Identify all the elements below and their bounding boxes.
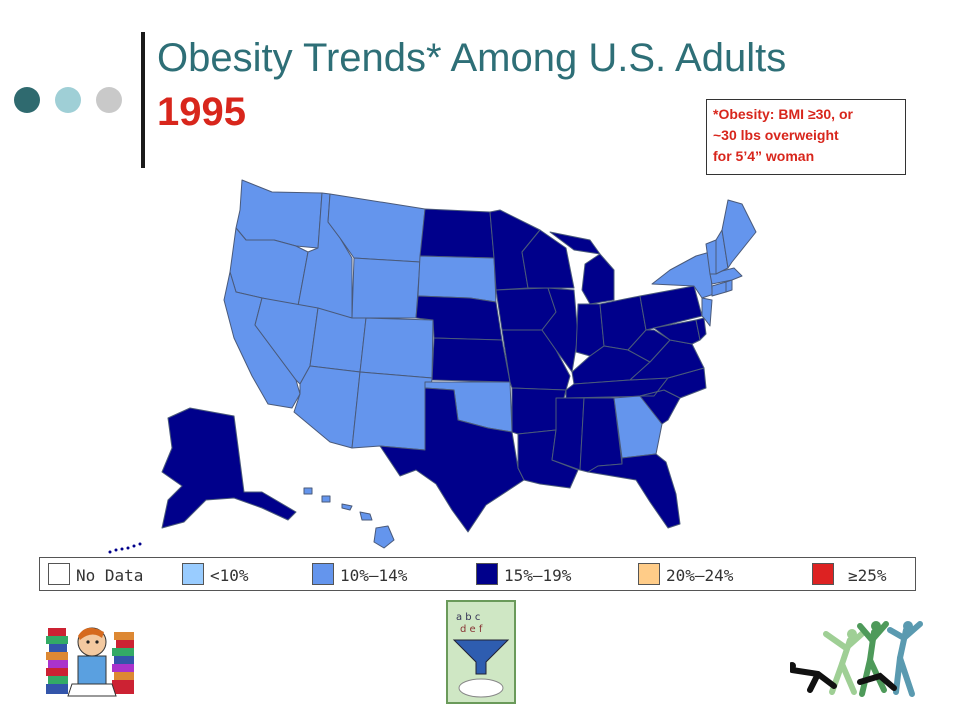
- state-CT: [711, 281, 727, 297]
- state-KS: [431, 337, 511, 383]
- aleutian-islands: [108, 542, 142, 554]
- state-WI: [521, 229, 575, 289]
- state-MS: [551, 397, 585, 471]
- note-line-3: for 5’4” woman: [713, 148, 815, 164]
- state-HI-molokai: [341, 503, 353, 511]
- state-NJ: [701, 297, 713, 327]
- map-legend: No Data <10% 10%–14% 15%–19% 20%–24% ≥25…: [39, 557, 916, 591]
- legend-swatch: [182, 563, 204, 585]
- obesity-definition-note: *Obesity: BMI ≥30, or ~30 lbs overweight…: [706, 99, 906, 175]
- legend-label: <10%: [210, 566, 249, 585]
- state-WA: [235, 179, 323, 249]
- state-CO: [359, 317, 434, 379]
- decorative-dots: [14, 87, 124, 115]
- state-PA: [639, 285, 703, 331]
- decor-dot-light: [55, 87, 81, 113]
- state-MI-upper: [549, 231, 601, 255]
- state-WY: [351, 257, 421, 319]
- legend-label: 10%–14%: [340, 566, 408, 585]
- state-ME: [721, 199, 757, 269]
- state-FL: [587, 453, 681, 529]
- state-MD: [653, 319, 701, 345]
- legend-swatch: [812, 563, 834, 585]
- legend-label: 15%–19%: [504, 566, 572, 585]
- state-HI-maui: [359, 511, 373, 521]
- student-reading-icon: [46, 627, 134, 697]
- state-NM: [351, 371, 433, 451]
- legend-swatch: [312, 563, 334, 585]
- state-SD: [417, 255, 497, 303]
- state-WV: [627, 329, 671, 363]
- note-line-1: *Obesity: BMI ≥30, or: [713, 106, 853, 122]
- state-UT: [309, 307, 367, 373]
- legend-swatch: [476, 563, 498, 585]
- state-ND: [419, 208, 495, 259]
- decor-dot-dark: [14, 87, 40, 113]
- slide-title: Obesity Trends* Among U.S. Adults: [157, 36, 787, 80]
- state-HI-kauai: [303, 487, 313, 495]
- legend-label: ≥25%: [848, 566, 887, 585]
- dancers-silhouette-icon: [790, 621, 923, 697]
- state-HI-oahu: [321, 495, 331, 503]
- state-AZ: [293, 365, 361, 449]
- state-GA: [613, 395, 663, 459]
- state-CA: [223, 271, 301, 409]
- legend-label: No Data: [76, 566, 144, 585]
- legend-label: 20%–24%: [666, 566, 734, 585]
- state-IL: [541, 287, 579, 373]
- state-TX: [379, 387, 525, 533]
- legend-swatch: [48, 563, 70, 585]
- state-MI: [581, 253, 615, 305]
- title-divider: [141, 32, 145, 168]
- state-IN: [575, 303, 605, 357]
- state-RI: [725, 279, 733, 293]
- state-AK: [161, 407, 297, 529]
- legend-swatch: [638, 563, 660, 585]
- decor-dot-gray: [96, 87, 122, 113]
- svg-text:d e f: d e f: [460, 624, 483, 635]
- note-line-2: ~30 lbs overweight: [713, 127, 839, 143]
- food-funnel-icon: a b c d e f: [446, 600, 516, 704]
- state-DE: [695, 317, 707, 341]
- slide-year: 1995: [157, 90, 246, 134]
- svg-text:a b c: a b c: [456, 612, 480, 623]
- state-HI: [373, 525, 395, 549]
